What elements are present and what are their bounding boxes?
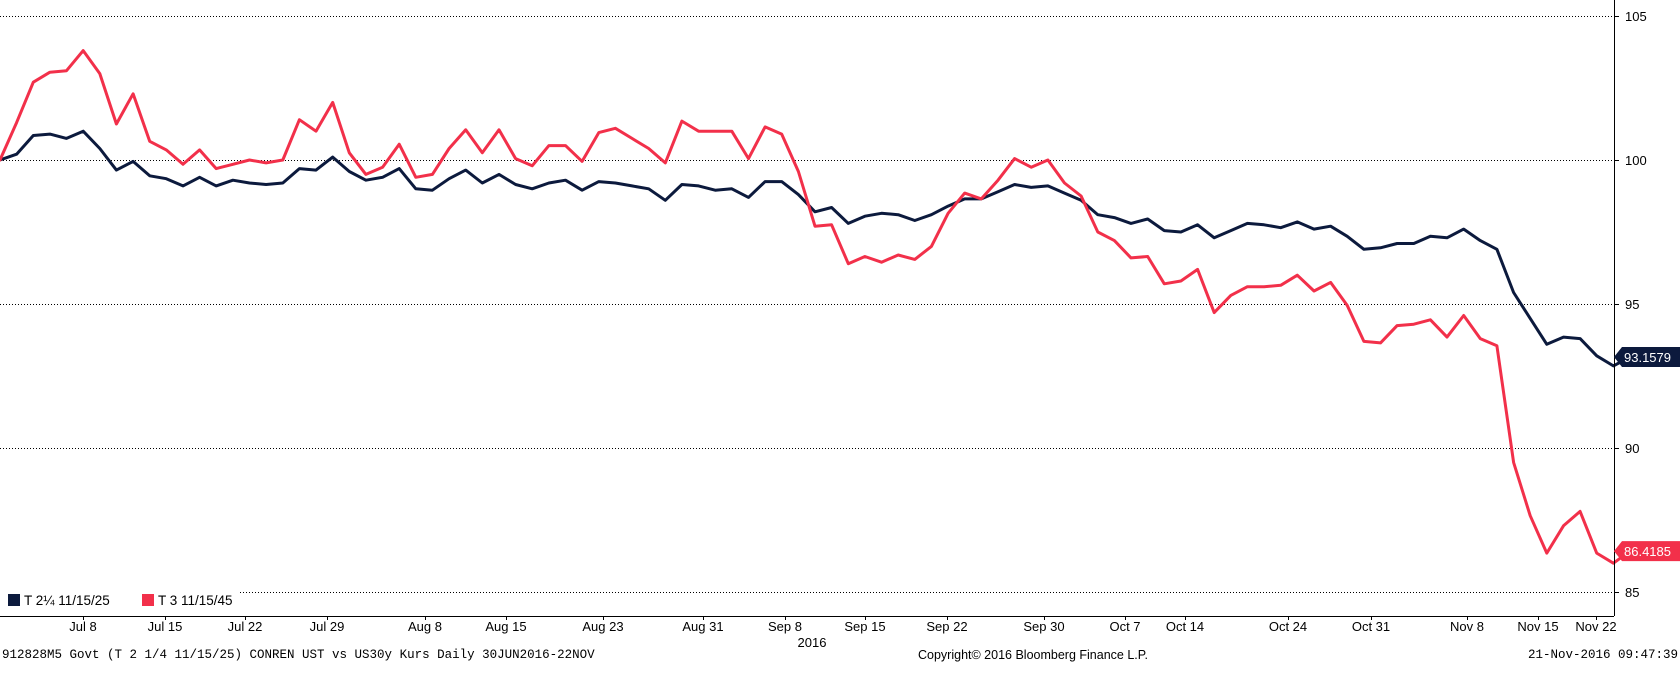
series-line-1 <box>0 129 1632 368</box>
y-tick-label: 105 <box>1625 9 1647 24</box>
legend-swatch-2 <box>142 594 154 606</box>
last-value-label: 93.1579 <box>1624 350 1671 365</box>
x-tick-label: Jul 8 <box>69 619 96 634</box>
timestamp: 21-Nov-2016 09:47:39 <box>1527 648 1678 662</box>
x-tick-label: Aug 23 <box>582 619 623 634</box>
last-value-badge <box>1614 346 1680 367</box>
legend-box <box>0 588 240 613</box>
series-line-2 <box>0 49 1632 565</box>
x-tick-label: Jul 22 <box>228 619 263 634</box>
x-tick-label: Oct 31 <box>1352 619 1390 634</box>
legend-label-1: T 2¼ 11/15/25 <box>24 593 110 608</box>
last-value-badge <box>1614 541 1680 562</box>
x-tick-label: Nov 8 <box>1450 619 1484 634</box>
y-tick-label: 85 <box>1625 585 1639 600</box>
x-tick-label: Sep 22 <box>926 619 967 634</box>
x-tick-label: Sep 30 <box>1023 619 1064 634</box>
x-tick-label: Aug 15 <box>485 619 526 634</box>
x-tick-label: Oct 24 <box>1269 619 1307 634</box>
last-value-label: 86.4185 <box>1624 544 1671 559</box>
x-tick-label: Nov 22 <box>1575 619 1616 634</box>
x-tick-label: Sep 15 <box>844 619 885 634</box>
y-tick-label: 100 <box>1625 153 1647 168</box>
x-tick-label: Jul 29 <box>310 619 345 634</box>
x-tick-label: Aug 31 <box>682 619 723 634</box>
x-tick-label: Nov 15 <box>1517 619 1558 634</box>
x-tick-label: Sep 8 <box>768 619 802 634</box>
y-tick-label: 95 <box>1625 297 1639 312</box>
y-tick-label: 90 <box>1625 441 1639 456</box>
x-tick-label: Oct 7 <box>1109 619 1140 634</box>
copyright-notice: Copyright© 2016 Bloomberg Finance L.P. <box>918 648 1148 662</box>
x-tick-label: Aug 8 <box>408 619 442 634</box>
x-tick-label: Jul 15 <box>148 619 183 634</box>
legend-swatch-1 <box>8 594 20 606</box>
x-year-label: 2016 <box>798 635 827 650</box>
security-description: 912828M5 Govt (T 2 1/4 11/15/25) CONREN … <box>2 648 595 662</box>
x-tick-label: Oct 14 <box>1166 619 1204 634</box>
legend-label-2: T 3 11/15/45 <box>158 593 233 608</box>
